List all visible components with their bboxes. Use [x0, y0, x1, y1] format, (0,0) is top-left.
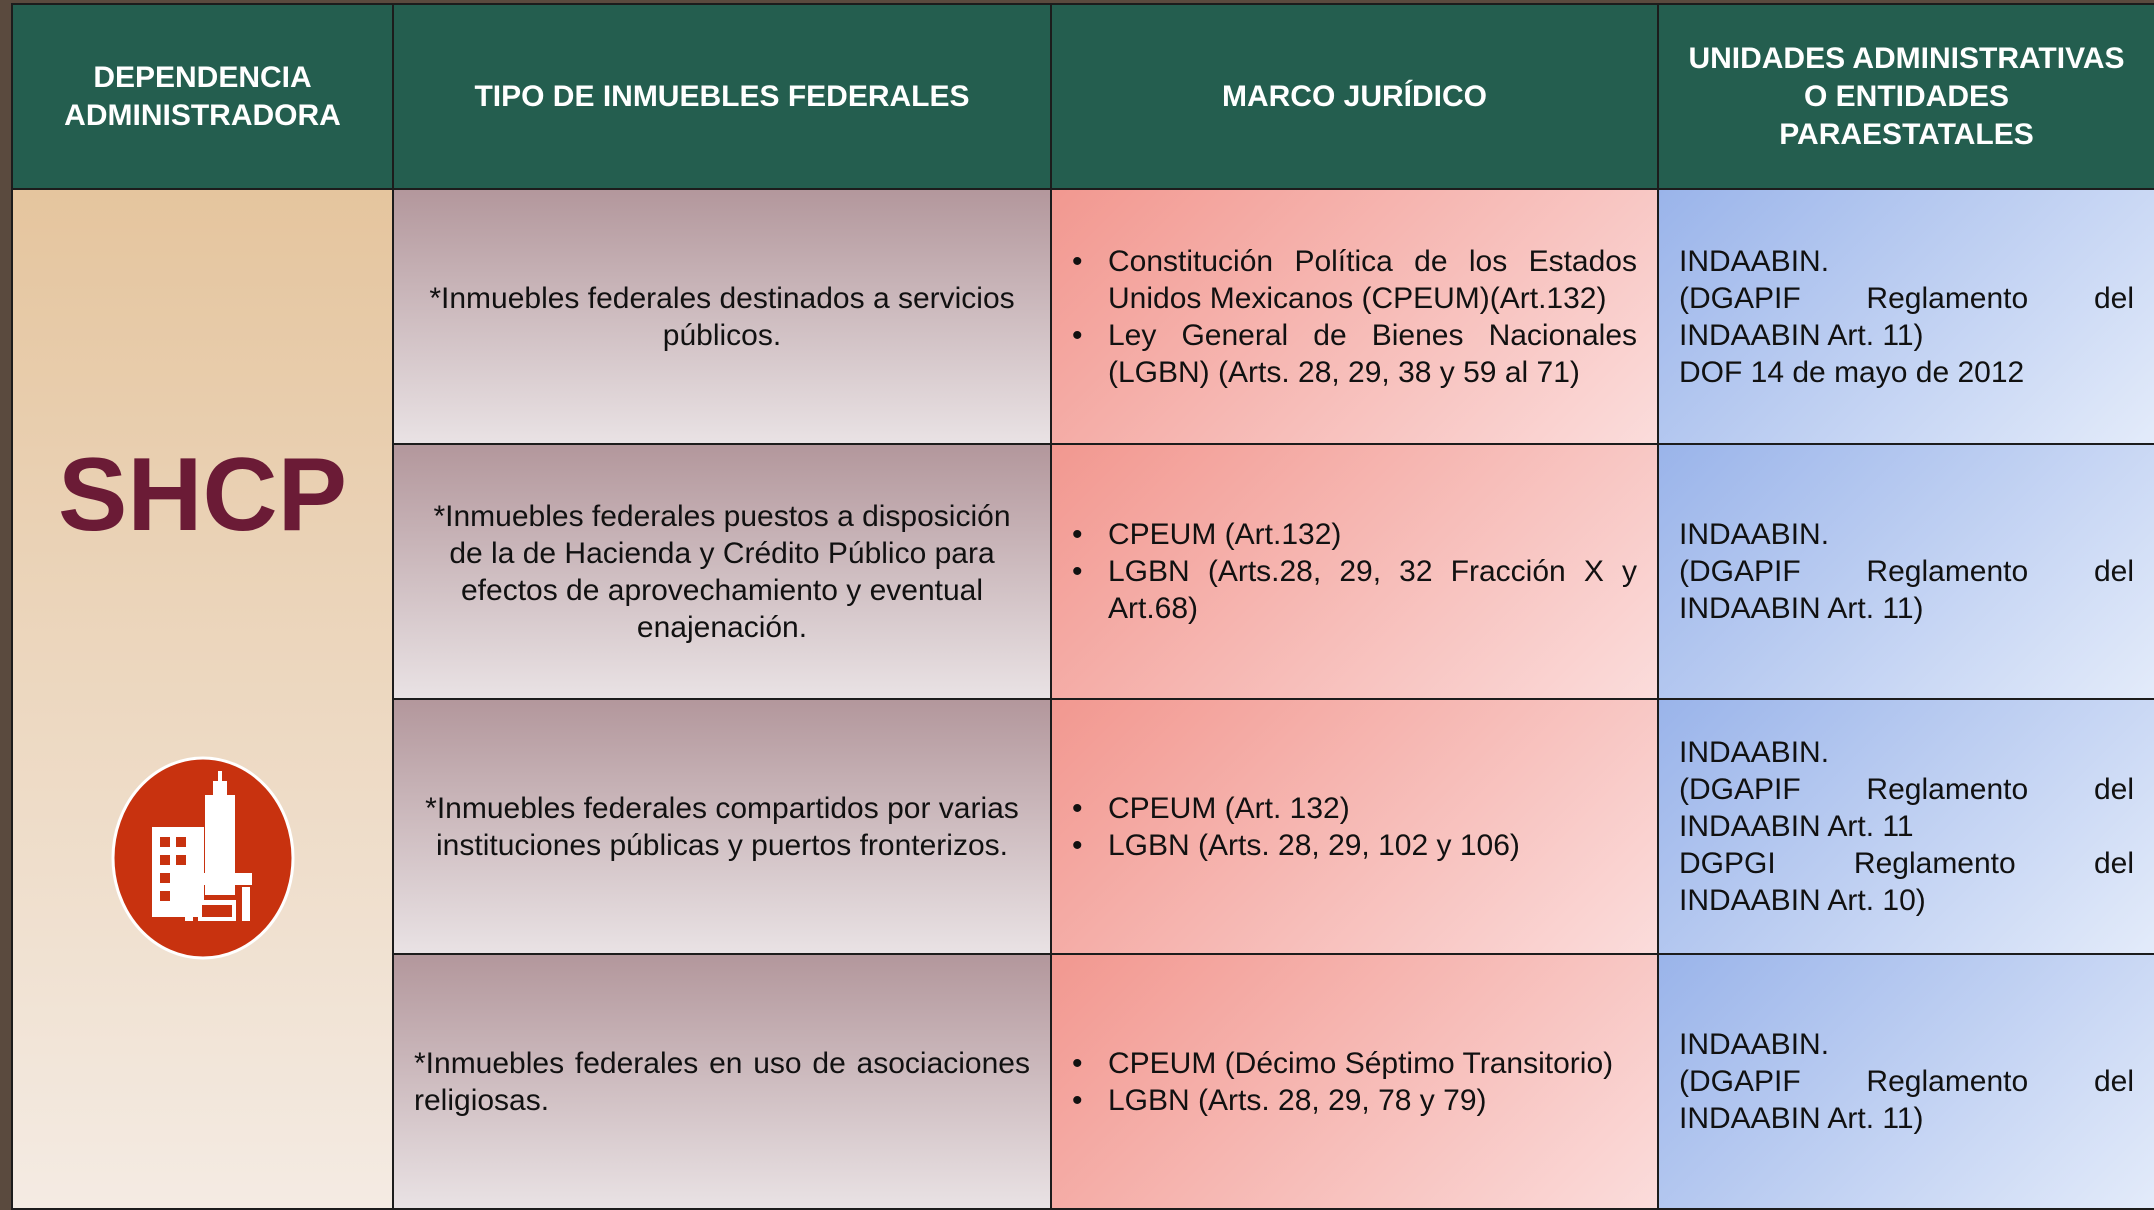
- unidades-line: (DGAPIF Reglamento del INDAABIN Art. 11: [1679, 773, 2134, 843]
- marco-text: LGBN (Arts.28, 29, 32 Fracción X y Art.6…: [1108, 555, 1637, 625]
- marco-item: • LGBN (Arts. 28, 29, 102 y 106): [1072, 827, 1637, 864]
- table-row: SHCP *Inmuebles federales destinados a s…: [11, 188, 2154, 1210]
- dependencia-cell: SHCP: [11, 188, 394, 1210]
- marco-item: • LGBN (Arts. 28, 29, 78 y 79): [1072, 1082, 1637, 1119]
- unidades-cell: INDAABIN. (DGAPIF Reglamento del INDAABIN…: [1657, 443, 2154, 700]
- marco-text: CPEUM (Art.132): [1108, 518, 1342, 551]
- bullet: •: [1072, 1083, 1083, 1117]
- unidades-line: (DGAPIF Reglamento del INDAABIN Art. 11): [1679, 1065, 2134, 1135]
- unidades-cell: INDAABIN. (DGAPIF Reglamento del INDAABIN…: [1657, 188, 2154, 445]
- header-cell: UNIDADES ADMINISTRATIVAS O ENTIDADES PAR…: [1657, 3, 2154, 190]
- tipo-cell: *Inmuebles federales en uso de asociacio…: [392, 953, 1052, 1210]
- header-cell: DEPENDENCIA ADMINISTRADORA: [11, 3, 394, 190]
- unidades-line: INDAABIN.: [1679, 244, 1830, 278]
- marco-item: • LGBN (Arts.28, 29, 32 Fracción X y Art.…: [1072, 553, 1637, 627]
- marco-item: • CPEUM (Décimo Séptimo Transitorio): [1072, 1045, 1637, 1082]
- marco-text: CPEUM (Décimo Séptimo Transitorio): [1108, 1046, 1614, 1080]
- header-cell: MARCO JURÍDICO: [1050, 3, 1659, 190]
- dependencia-name: SHCP: [58, 437, 347, 553]
- unidades-line: INDAABIN.: [1679, 1028, 1830, 1061]
- bullet: •: [1072, 828, 1083, 862]
- header-cell: TIPO DE INMUEBLES FEDERALES: [392, 3, 1052, 190]
- table: DEPENDENCIA ADMINISTRADORA TIPO DE INMUE…: [11, 3, 2154, 1210]
- tipo-cell: *Inmuebles federales destinados a servic…: [392, 188, 1052, 445]
- marco-text: LGBN (Arts. 28, 29, 102 y 106): [1108, 828, 1520, 862]
- header-row: DEPENDENCIA ADMINISTRADORA TIPO DE INMUE…: [11, 3, 2154, 190]
- unidades-cell: INDAABIN. (DGAPIF Reglamento del INDAABIN…: [1657, 953, 2154, 1210]
- marco-cell: • Constitución Política de los Estados Un…: [1050, 188, 1659, 445]
- unidades-line: INDAABIN.: [1679, 518, 1830, 551]
- marco-text: Constitución Política de los Estados Uni…: [1108, 244, 1637, 315]
- unidades-line: DOF 14 de mayo de 2012: [1679, 355, 2025, 389]
- marco-text: CPEUM (Art. 132): [1108, 791, 1350, 825]
- marco-item: • Ley General de Bienes Nacionales (LGBN)…: [1072, 317, 1637, 391]
- marco-text: Ley General de Bienes Nacionales (LGBN) …: [1108, 318, 1637, 389]
- unidades-cell: INDAABIN. (DGAPIF Reglamento del INDAABIN…: [1657, 698, 2154, 955]
- bullet: •: [1072, 318, 1083, 352]
- tipo-cell: *Inmuebles federales puestos a disposici…: [392, 443, 1052, 700]
- table-row: *Inmuebles federales compartidos por var…: [12, 698, 2154, 955]
- marco-item: • CPEUM (Art. 132): [1072, 790, 1637, 827]
- marco-item: • Constitución Política de los Estados Un…: [1072, 243, 1637, 317]
- unidades-line: DGPGI Reglamento del INDAABIN Art. 10): [1679, 847, 2134, 917]
- table-row: *Inmuebles federales puestos a disposici…: [12, 443, 2154, 700]
- bullet: •: [1072, 555, 1083, 588]
- tipo-cell: *Inmuebles federales compartidos por var…: [392, 698, 1052, 955]
- bullet: •: [1072, 518, 1083, 551]
- unidades-line: (DGAPIF Reglamento del INDAABIN Art. 11): [1679, 555, 2134, 625]
- marco-text: LGBN (Arts. 28, 29, 78 y 79): [1108, 1083, 1487, 1117]
- building-icon: [111, 756, 295, 960]
- page: DEPENDENCIA ADMINISTRADORA TIPO DE INMUE…: [11, 3, 2154, 1210]
- marco-item: • CPEUM (Art.132): [1072, 516, 1637, 553]
- bullet: •: [1072, 1046, 1083, 1080]
- bullet: •: [1072, 244, 1083, 278]
- marco-cell: • CPEUM (Art. 132) • LGBN (Arts. 28, 29, 10…: [1050, 698, 1659, 955]
- bullet: •: [1072, 791, 1083, 825]
- marco-cell: • CPEUM (Art.132) • LGBN (Arts.28, 29, 32 F…: [1050, 443, 1659, 700]
- unidades-line: (DGAPIF Reglamento del INDAABIN Art. 11): [1679, 281, 2134, 352]
- unidades-line: INDAABIN.: [1679, 736, 1830, 769]
- table-container: DEPENDENCIA ADMINISTRADORA TIPO DE INMUE…: [11, 3, 2154, 1210]
- marco-cell: • CPEUM (Décimo Séptimo Transitorio) • LGBN…: [1050, 953, 1659, 1210]
- table-body: SHCP *Inmuebles federales destinados a s…: [11, 188, 2154, 1210]
